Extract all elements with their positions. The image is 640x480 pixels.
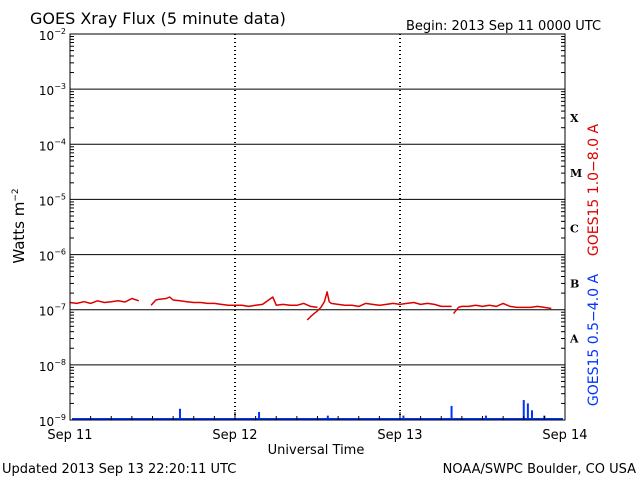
updated-time: Updated 2013 Sep 13 22:20:11 UTC [2,462,236,477]
legend-short-wavelength: GOES15 0.5−4.0 A [586,274,602,407]
flare-class-label: X [570,112,579,125]
grid [70,34,565,420]
flare-class-label: A [569,333,579,346]
flare-class-labels: X M C B A [569,112,582,346]
x-tick-label: Sep 11 [47,428,92,443]
x-axis-ticks: Sep 11 Sep 12 Sep 13 Sep 14 [47,412,588,443]
chart-title: GOES Xray Flux (5 minute data) [30,9,286,28]
flare-class-label: M [570,167,582,180]
y-tick-label: 10−3 [39,82,66,98]
series-long-wavelength [69,291,552,321]
series-line-long [69,297,140,305]
y-tick-label: 10−4 [39,137,66,153]
x-tick-label: Sep 12 [212,428,257,443]
x-tick-label: Sep 13 [377,428,422,443]
plot-frame [69,33,566,421]
series-line-long [150,296,318,309]
y-axis-label: Watts m−2 [10,188,28,263]
series-line-long [453,302,552,315]
y-tick-label: 10−6 [39,248,66,264]
y-tick-label: 10−9 [39,413,66,429]
legend-long-wavelength: GOES15 1.0−8.0 A [586,124,602,257]
x-axis-label: Universal Time [268,443,365,458]
y-tick-label: 10−8 [39,358,66,374]
series-line-long [306,291,452,321]
begin-time: Begin: 2013 Sep 11 0000 UTC [406,19,601,34]
y-tick-label: 10−5 [39,192,66,208]
y-axis-ticks: 10−2 10−3 10−4 10−5 10−6 10−7 10−8 10−9 [39,27,565,429]
y-tick-label: 10−7 [39,303,66,319]
y-tick-label: 10−2 [39,27,66,43]
flare-class-label: C [570,222,579,235]
credit: NOAA/SWPC Boulder, CO USA [443,462,636,477]
flare-class-label: B [570,277,579,290]
x-tick-label: Sep 14 [542,428,587,443]
